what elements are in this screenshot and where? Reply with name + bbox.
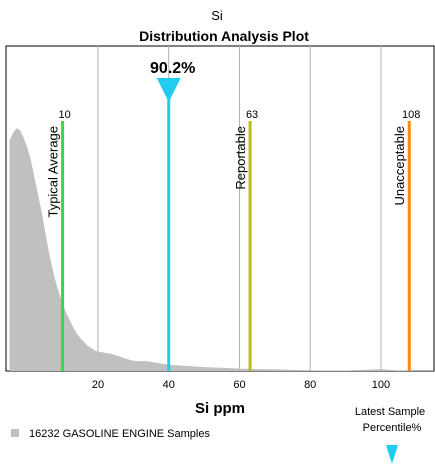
x-tick-label: 40	[163, 379, 175, 391]
density-area-group	[9, 128, 434, 371]
x-tick-label: 80	[304, 379, 316, 391]
threshold-name-label: Reportable	[233, 126, 248, 190]
threshold-value-label: 108	[402, 109, 420, 121]
density-area	[9, 128, 434, 371]
plot-area	[5, 45, 435, 372]
threshold-lines: 10 Typical Average 63 Reportable 108 Unaccept…	[46, 109, 420, 371]
latest-sample-group: 90.2%	[150, 60, 195, 371]
x-axis-label: Si ppm	[195, 400, 245, 417]
threshold-value-label: 10	[58, 109, 70, 121]
threshold-name-label: Unacceptable	[392, 126, 407, 206]
legend-swatch	[11, 429, 19, 437]
latest-sample-legend-line1: Latest Sample	[355, 406, 425, 418]
threshold-name-label: Typical Average	[46, 126, 61, 218]
element-title: Si	[211, 8, 223, 23]
x-tick-labels: 20 40 60 80 100	[92, 379, 390, 391]
threshold-value-label: 63	[246, 109, 258, 121]
legend-label: 16232 GASOLINE ENGINE Samples	[29, 428, 210, 440]
latest-sample-legend-marker-icon	[386, 445, 398, 464]
chart-title: Distribution Analysis Plot	[139, 28, 309, 44]
x-tick-label: 20	[92, 379, 104, 391]
x-tick-label: 60	[233, 379, 245, 391]
latest-sample-marker-icon	[156, 78, 181, 102]
latest-sample-percentile: 90.2%	[150, 60, 195, 77]
x-tick-label: 100	[372, 379, 390, 391]
latest-sample-legend-line2: Percentile%	[363, 422, 422, 434]
